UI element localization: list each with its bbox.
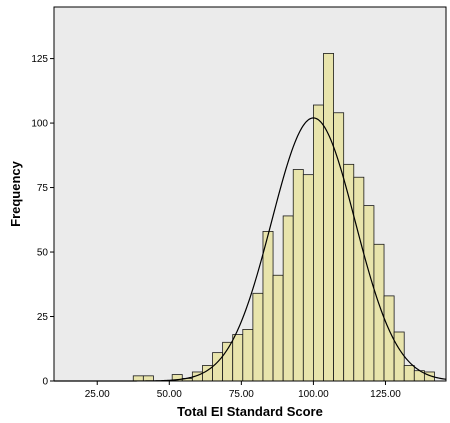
y-axis-title: Frequency — [8, 160, 23, 227]
plot-frame — [53, 6, 447, 382]
y-tick-label: 75 — [37, 183, 49, 194]
x-tick-label: 25.00 — [85, 389, 110, 400]
histogram-bar — [302, 174, 314, 382]
histogram-bar — [242, 329, 254, 382]
histogram-bar — [323, 53, 334, 382]
axes — [53, 6, 447, 382]
histogram-bar — [252, 292, 264, 382]
histogram-bar — [212, 352, 224, 382]
histogram-bar — [363, 205, 375, 382]
y-tick-label: 50 — [37, 248, 49, 259]
y-ticks: 0 25 50 75 100 125 — [31, 54, 54, 388]
y-tick-label: 100 — [31, 119, 48, 130]
histogram-bar — [393, 331, 405, 382]
histogram-bar — [142, 375, 154, 382]
histogram-bar — [282, 215, 294, 382]
x-ticks: 25.00 50.00 75.00 100.00 125.00 — [85, 381, 401, 400]
histogram-bar — [272, 274, 284, 382]
histogram-bar — [232, 334, 244, 382]
x-tick-label: 75.00 — [229, 389, 254, 400]
histogram-bars — [132, 53, 435, 382]
histogram-bar — [313, 104, 324, 382]
histogram-bar — [262, 230, 274, 382]
x-tick-label: 125.00 — [370, 389, 401, 400]
y-tick-label: 25 — [37, 312, 49, 323]
x-tick-label: 50.00 — [157, 389, 182, 400]
x-axis-title: Total EI Standard Score — [177, 404, 323, 419]
histogram-bar — [403, 365, 415, 382]
histogram-bar — [333, 112, 345, 382]
x-tick-label: 100.00 — [298, 389, 329, 400]
histogram-bar — [132, 375, 144, 382]
y-tick-label: 125 — [31, 54, 48, 65]
histogram-bar — [292, 169, 304, 382]
histogram-bar — [353, 176, 365, 382]
y-tick-label: 0 — [42, 377, 48, 388]
